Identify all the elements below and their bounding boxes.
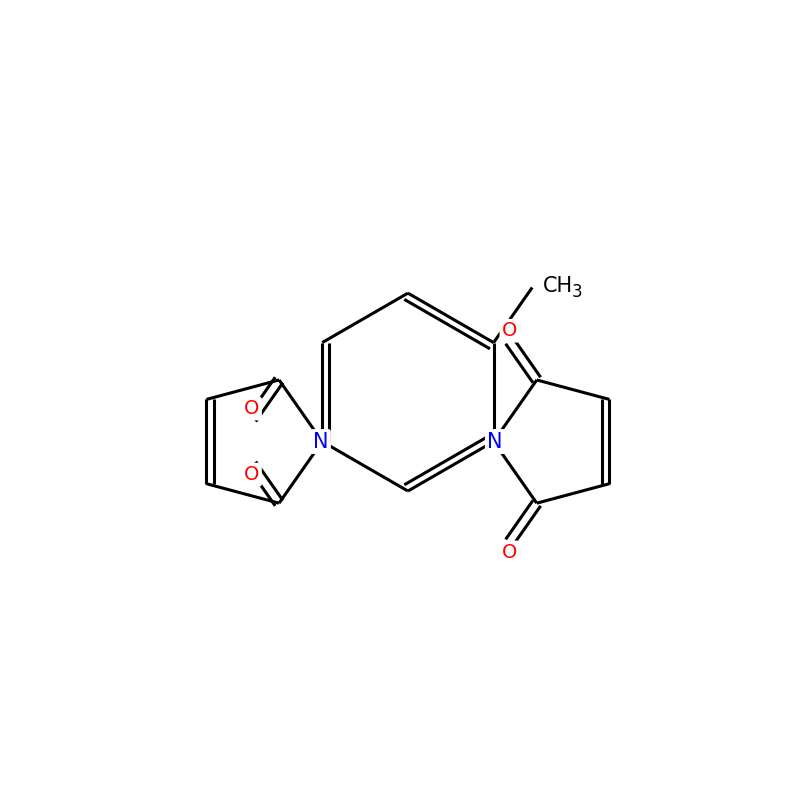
Text: O: O — [244, 399, 259, 418]
Text: N: N — [487, 431, 503, 451]
Text: O: O — [502, 543, 517, 562]
Text: O: O — [244, 465, 259, 484]
Text: CH: CH — [542, 276, 573, 296]
Text: O: O — [502, 322, 517, 340]
Text: N: N — [313, 431, 328, 451]
Text: 3: 3 — [572, 283, 582, 302]
